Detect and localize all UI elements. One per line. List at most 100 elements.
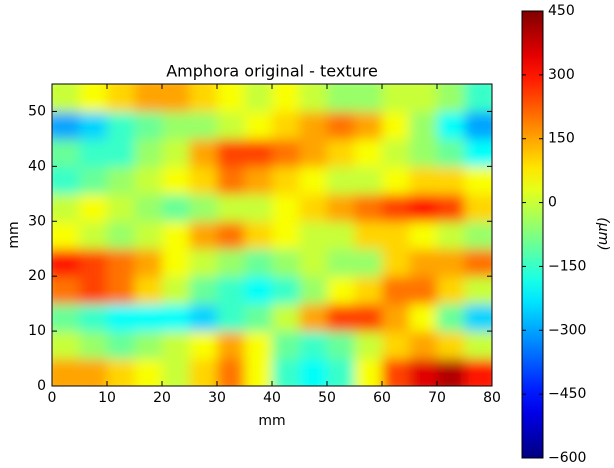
heat-cell (189, 331, 218, 360)
heat-cell (327, 166, 356, 195)
heat-cell (107, 193, 136, 222)
heat-cell (272, 84, 301, 113)
heat-cell (189, 276, 218, 305)
heat-cell (107, 84, 136, 113)
heat-cell (382, 248, 411, 277)
heat-cell (437, 331, 466, 360)
heat-cell (464, 111, 492, 140)
heat-cell (134, 84, 163, 113)
heat-cell (107, 138, 136, 167)
x-tick-label: 50 (318, 390, 336, 406)
heat-cell (244, 166, 273, 195)
heat-cell (272, 111, 301, 140)
heat-cell (437, 193, 466, 222)
heat-cell (217, 331, 246, 360)
x-tick-label: 10 (98, 390, 116, 406)
colorbar-tick-label: 300 (548, 67, 575, 83)
heat-cell (189, 84, 218, 113)
heat-cell (244, 138, 273, 167)
heat-cell (409, 248, 438, 277)
heat-cell (107, 166, 136, 195)
heat-cell (162, 166, 191, 195)
heat-cell (79, 358, 108, 386)
heat-cell (217, 248, 246, 277)
heat-cell (189, 221, 218, 250)
colorbar-tick-label: 0 (548, 195, 557, 211)
heat-cell (162, 111, 191, 140)
heat-cell (162, 248, 191, 277)
x-tick-label: 20 (153, 390, 171, 406)
heat-cell (52, 84, 81, 113)
heat-cell (79, 331, 108, 360)
heat-cell (107, 331, 136, 360)
heat-cell (244, 111, 273, 140)
y-tick-label: 20 (28, 268, 46, 284)
y-tick-label: 50 (28, 103, 46, 119)
colorbar-tick-label: −600 (548, 450, 586, 466)
heat-cell (52, 221, 81, 250)
heat-cell (409, 221, 438, 250)
heat-cell (134, 166, 163, 195)
heat-cell (464, 303, 492, 332)
heat-cell (244, 193, 273, 222)
heat-cell (409, 331, 438, 360)
heat-cell (162, 221, 191, 250)
heat-cell (464, 193, 492, 222)
heat-cell (299, 193, 328, 222)
heat-cell (217, 276, 246, 305)
heat-cell (409, 84, 438, 113)
heat-cell (382, 84, 411, 113)
heat-cell (437, 248, 466, 277)
heat-cell (382, 138, 411, 167)
y-tick-label: 0 (37, 378, 46, 394)
heat-cell (52, 138, 81, 167)
heat-cell (244, 276, 273, 305)
heat-cell (354, 111, 383, 140)
colorbar-tick-label: 150 (548, 131, 575, 147)
heat-cell (464, 358, 492, 386)
heat-cell (107, 111, 136, 140)
heat-cell (437, 166, 466, 195)
heat-cell (464, 248, 492, 277)
heat-cell (79, 138, 108, 167)
heat-cell (464, 138, 492, 167)
heat-cell (189, 138, 218, 167)
heat-cell (354, 303, 383, 332)
heat-cell (272, 193, 301, 222)
heat-cell (272, 276, 301, 305)
heat-cell (327, 276, 356, 305)
heat-cell (217, 166, 246, 195)
heat-cell (299, 84, 328, 113)
heat-cell (299, 331, 328, 360)
heat-cell (272, 248, 301, 277)
heat-cell (299, 248, 328, 277)
heat-cell (107, 358, 136, 386)
heat-cell (299, 221, 328, 250)
heat-cell (217, 358, 246, 386)
heat-cell (79, 221, 108, 250)
heat-cell (162, 138, 191, 167)
heat-cell (272, 221, 301, 250)
heat-cell (162, 276, 191, 305)
heat-cell (79, 248, 108, 277)
heat-cell (437, 221, 466, 250)
heat-cell (244, 248, 273, 277)
heat-cell (79, 84, 108, 113)
x-tick-label: 0 (48, 390, 57, 406)
heat-cell (409, 276, 438, 305)
heat-cell (437, 358, 466, 386)
heat-cell (217, 303, 246, 332)
heat-cell (409, 193, 438, 222)
heat-cell (217, 111, 246, 140)
heat-cell (299, 111, 328, 140)
heat-cell (162, 84, 191, 113)
heat-cell (382, 358, 411, 386)
heat-cell (162, 303, 191, 332)
heat-cell (327, 358, 356, 386)
colorbar-tick-label: −450 (548, 386, 586, 402)
heat-cell (217, 84, 246, 113)
heat-cell (354, 248, 383, 277)
heat-cell (162, 331, 191, 360)
heat-cell (382, 331, 411, 360)
x-tick-label: 40 (263, 390, 281, 406)
